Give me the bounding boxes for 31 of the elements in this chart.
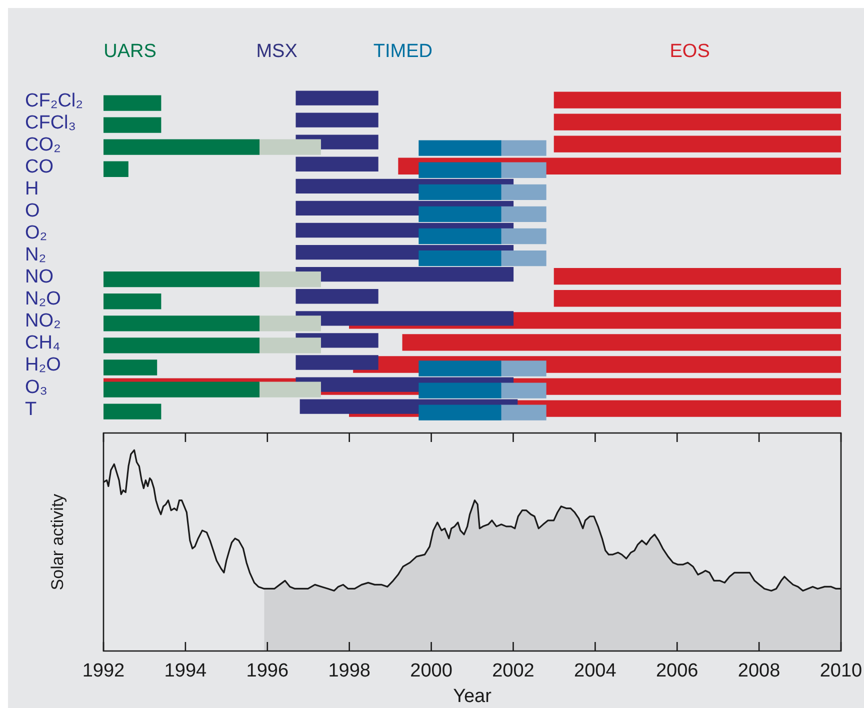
y-tick-label: NO xyxy=(25,266,54,288)
series-label: UARS xyxy=(104,41,156,62)
y-tick-label: CO xyxy=(25,156,54,178)
x-tick-label: 2004 xyxy=(574,660,617,682)
y-axis-title: Solar activity xyxy=(48,493,67,590)
y-tick-label: H xyxy=(25,178,39,200)
y-tick-label: CF₂Cl₂ xyxy=(25,90,84,112)
y-tick-label: H₂O xyxy=(25,354,61,376)
x-tick-label: 2002 xyxy=(492,660,534,682)
x-tick-label: 2000 xyxy=(410,660,452,682)
y-tick-label: CH₄ xyxy=(25,332,60,354)
x-tick-label: 1996 xyxy=(246,660,289,682)
y-tick-label: CO₂ xyxy=(25,134,61,156)
x-tick-label: 2010 xyxy=(820,660,862,682)
x-tick-label: 1998 xyxy=(328,660,370,682)
y-tick-label: N₂O xyxy=(25,288,61,310)
series-label: MSX xyxy=(256,41,298,62)
x-tick-label: 1994 xyxy=(164,660,208,682)
y-tick-label: CFCl₃ xyxy=(25,112,76,134)
y-tick-label: O₂ xyxy=(25,222,48,244)
y-tick-label: N₂ xyxy=(25,244,46,266)
x-tick-label: 2008 xyxy=(738,660,780,682)
y-tick-label: NO₂ xyxy=(25,310,61,332)
x-axis-title: Year xyxy=(453,686,492,707)
y-tick-label: T xyxy=(25,398,37,420)
y-tick-label: O₃ xyxy=(25,376,48,398)
text: TIMED xyxy=(373,41,432,62)
series-label: EOS xyxy=(670,41,710,62)
y-tick-label: O xyxy=(25,200,40,222)
x-tick-label: 1992 xyxy=(82,660,125,682)
x-tick-label: 2006 xyxy=(656,660,698,682)
